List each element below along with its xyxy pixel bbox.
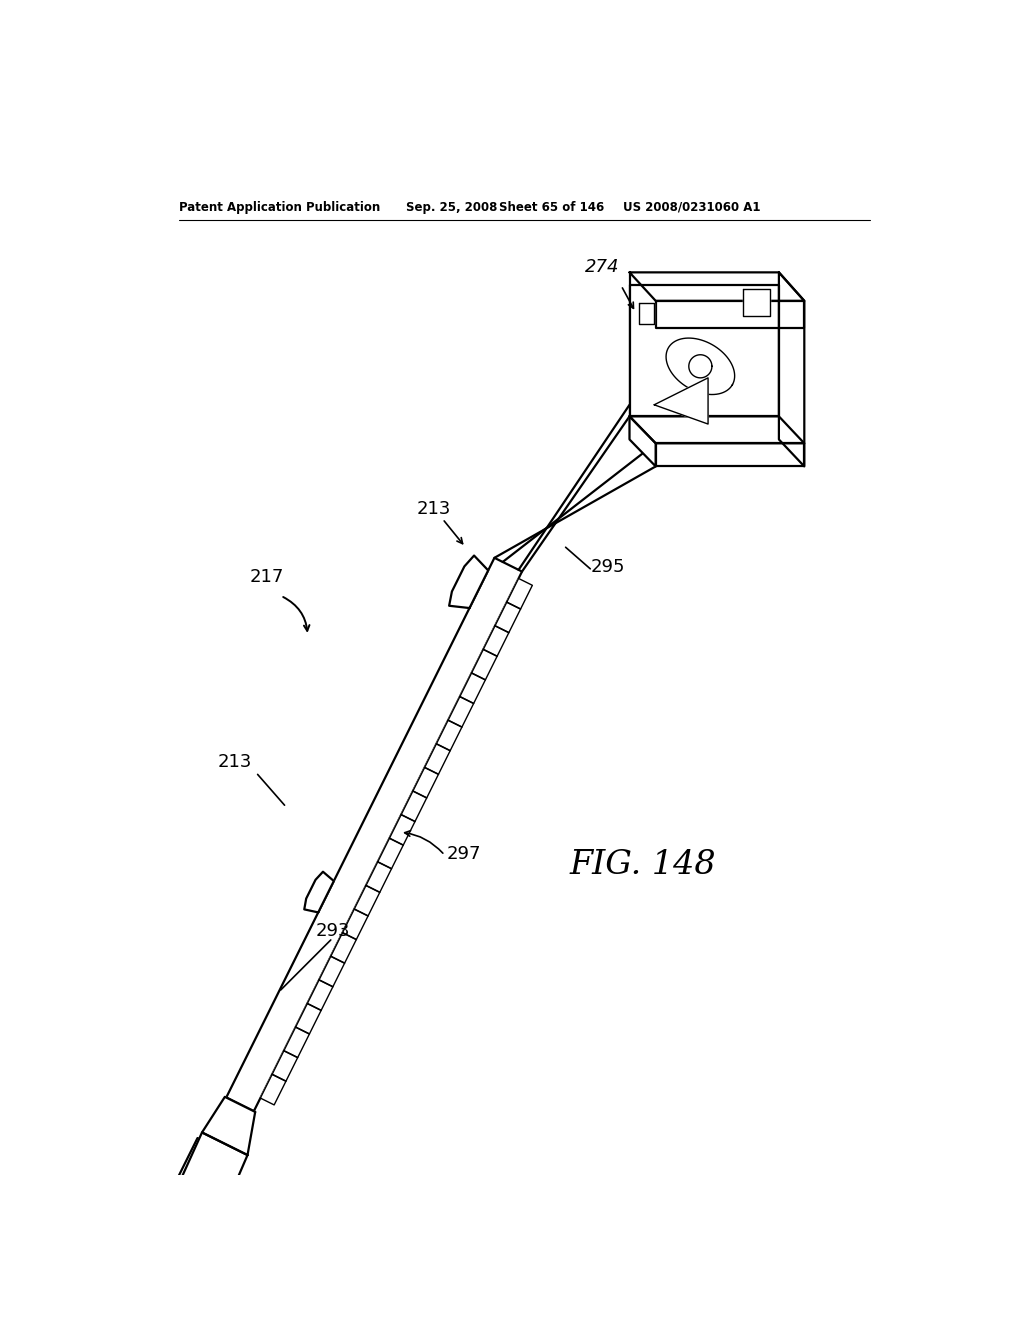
- Polygon shape: [401, 791, 427, 821]
- Text: US 2008/0231060 A1: US 2008/0231060 A1: [624, 201, 761, 214]
- Polygon shape: [779, 272, 804, 466]
- Polygon shape: [272, 1051, 298, 1081]
- Polygon shape: [226, 558, 522, 1111]
- Text: 295: 295: [591, 558, 626, 576]
- Text: Sheet 65 of 146: Sheet 65 of 146: [499, 201, 604, 214]
- Polygon shape: [284, 1027, 309, 1057]
- Polygon shape: [366, 862, 391, 892]
- Polygon shape: [630, 285, 779, 416]
- Polygon shape: [354, 886, 380, 916]
- Polygon shape: [202, 1097, 255, 1155]
- Text: 213: 213: [417, 500, 452, 519]
- Text: FIG. 148: FIG. 148: [569, 850, 716, 882]
- Text: Patent Application Publication: Patent Application Publication: [179, 201, 380, 214]
- Polygon shape: [413, 767, 438, 799]
- Polygon shape: [179, 1097, 254, 1216]
- Polygon shape: [331, 932, 356, 964]
- Polygon shape: [449, 697, 474, 727]
- Polygon shape: [176, 1133, 248, 1245]
- Polygon shape: [389, 814, 415, 845]
- Text: 297: 297: [446, 845, 480, 863]
- Polygon shape: [425, 743, 451, 775]
- Text: Sep. 25, 2008: Sep. 25, 2008: [407, 201, 498, 214]
- Polygon shape: [630, 416, 804, 444]
- Text: 293: 293: [315, 923, 350, 940]
- Polygon shape: [307, 979, 333, 1011]
- Polygon shape: [507, 578, 532, 609]
- Polygon shape: [655, 444, 804, 466]
- Polygon shape: [630, 272, 804, 301]
- Polygon shape: [495, 602, 520, 632]
- Polygon shape: [378, 838, 403, 869]
- Polygon shape: [304, 871, 334, 912]
- Polygon shape: [319, 956, 345, 987]
- Text: 217: 217: [250, 568, 285, 586]
- Polygon shape: [655, 301, 804, 327]
- Text: 274: 274: [585, 259, 620, 276]
- Polygon shape: [639, 304, 654, 323]
- Polygon shape: [342, 909, 369, 940]
- Polygon shape: [630, 416, 655, 466]
- Text: 213: 213: [217, 752, 252, 771]
- Polygon shape: [742, 289, 770, 317]
- Polygon shape: [436, 721, 462, 751]
- Polygon shape: [483, 626, 509, 656]
- Polygon shape: [296, 1003, 322, 1034]
- Polygon shape: [471, 649, 498, 680]
- Polygon shape: [460, 673, 485, 704]
- Polygon shape: [450, 556, 488, 609]
- Polygon shape: [654, 378, 708, 424]
- Polygon shape: [260, 1074, 286, 1105]
